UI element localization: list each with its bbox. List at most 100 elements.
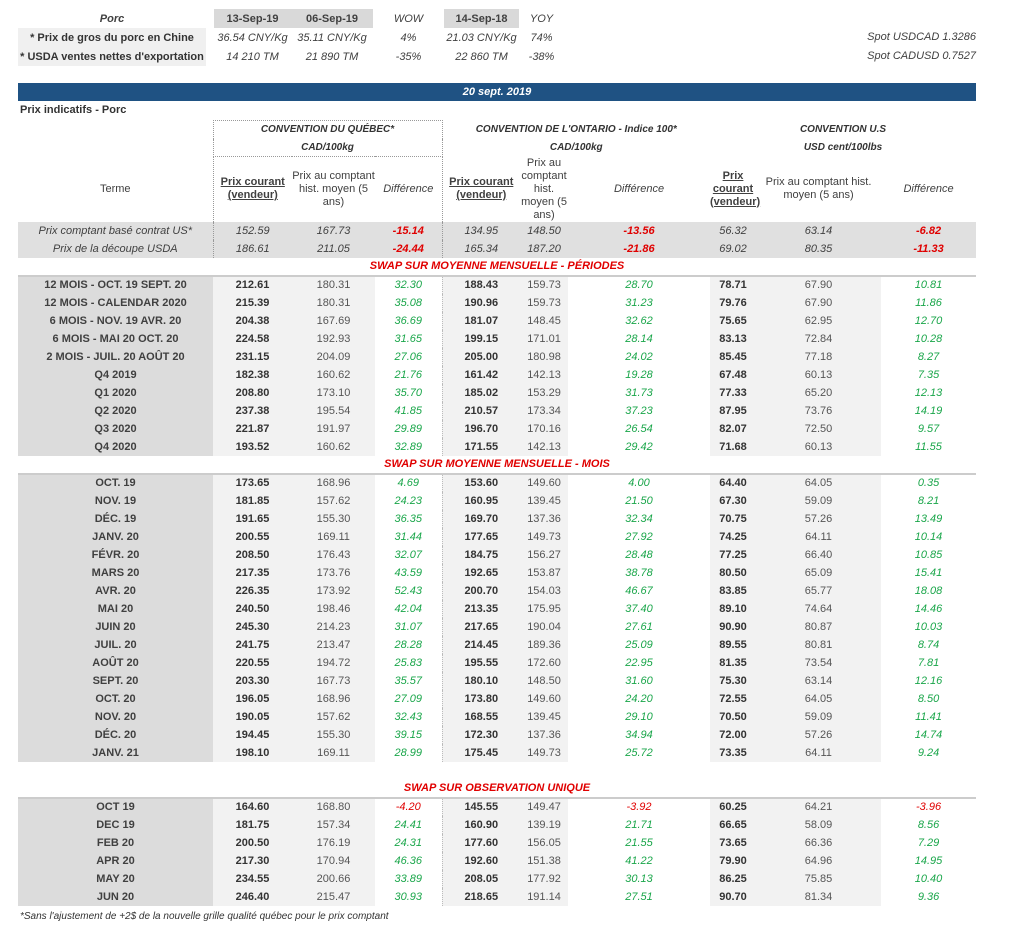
historical-price: 142.13 (520, 365, 569, 384)
historical-price: 67.90 (756, 275, 882, 294)
current-price: 191.65 (213, 509, 292, 528)
current-price: 66.65 (710, 815, 757, 834)
column-header-row: Terme Prix courant (vendeur) Prix au com… (18, 156, 976, 222)
current-price: 181.07 (442, 311, 521, 330)
summary-value: 22 860 TM (455, 50, 508, 63)
current-price: 199.15 (442, 329, 521, 348)
row-term: JUIN 20 (18, 617, 213, 636)
cell-value: 80.35 (756, 239, 882, 258)
spacer (18, 762, 976, 780)
difference: 8.21 (917, 494, 940, 507)
difference: 32.07 (375, 545, 443, 564)
table-row: 12 MOIS - CALENDAR 2020 215.39 180.31 35.08… (18, 293, 976, 312)
difference: 31.60 (625, 674, 653, 687)
difference: 35.08 (375, 293, 443, 312)
historical-price: 157.34 (292, 815, 375, 834)
historical-price: 148.50 (520, 671, 569, 690)
historical-price: 64.21 (756, 797, 882, 816)
historical-price: 64.11 (756, 527, 882, 546)
current-price: 74.25 (710, 527, 757, 546)
difference: 11.41 (915, 710, 942, 723)
current-price: 72.00 (710, 725, 757, 744)
table-row: 6 MOIS - NOV. 19 AVR. 20 204.38 167.69 36.6… (18, 311, 976, 330)
historical-price: 59.09 (756, 707, 882, 726)
historical-price: 169.11 (292, 527, 375, 546)
difference: 4.00 (628, 477, 650, 489)
convention-ontario-unit: CAD/100kg (549, 142, 603, 153)
section-title-row: SWAP SUR MOYENNE MENSUELLE - PÉRIODES (18, 257, 977, 277)
current-price: 80.50 (710, 563, 757, 582)
difference: 21.55 (625, 836, 653, 849)
summary-label: * USDA ventes nettes d'exportation (18, 47, 206, 66)
summary-header-wow: WOW (393, 12, 424, 25)
historical-price: 168.96 (292, 473, 375, 492)
summary-value: 36.54 CNY/Kg (217, 31, 288, 44)
difference: 32.34 (625, 512, 653, 525)
historical-price: 191.97 (292, 419, 375, 438)
difference: 7.29 (917, 836, 940, 849)
historical-price: 137.36 (520, 509, 569, 528)
cell-value: 63.14 (756, 221, 882, 240)
row-term: Q3 2020 (18, 419, 213, 438)
col-header-on-hist: Prix au comptant hist. moyen (5 ans) (521, 156, 567, 221)
historical-price: 176.43 (292, 545, 375, 564)
summary-value: -35% (395, 50, 422, 63)
current-price: 196.70 (442, 419, 521, 438)
historical-price: 167.73 (292, 671, 375, 690)
current-price: 83.85 (710, 581, 757, 600)
table-row: OCT 19 164.60 168.80 -4.20 145.55 149.47 -3.92… (18, 797, 976, 816)
current-price: 193.52 (213, 437, 292, 456)
current-price: 75.30 (710, 671, 757, 690)
current-price: 77.33 (710, 383, 757, 402)
historical-price: 200.66 (292, 869, 375, 888)
current-price: 226.35 (213, 581, 292, 600)
current-price: 196.05 (213, 689, 292, 708)
table-row: DÉC. 20 194.45 155.30 39.15 172.30 137.36 34.9… (18, 725, 976, 744)
current-price: 217.65 (442, 617, 521, 636)
summary-value: 21.03 CNY/Kg (446, 31, 517, 44)
col-header-qc-current: Prix courant (vendeur) (212, 156, 292, 222)
difference: 7.35 (917, 368, 940, 381)
historical-price: 170.16 (520, 419, 569, 438)
difference: 30.13 (625, 872, 653, 885)
historical-price: 62.95 (756, 311, 882, 330)
current-price: 220.55 (213, 653, 292, 672)
current-price: 185.02 (442, 383, 521, 402)
difference: 35.70 (375, 383, 443, 402)
historical-price: 72.50 (756, 419, 882, 438)
historical-price: 151.38 (520, 851, 569, 870)
table-row: OCT. 20 196.05 168.96 27.09 173.80 149.60 24.2… (18, 689, 976, 708)
current-price: 210.57 (442, 401, 521, 420)
historical-price: 66.36 (756, 833, 882, 852)
difference: 31.73 (625, 386, 653, 399)
row-term: NOV. 19 (18, 491, 213, 510)
historical-price: 149.73 (520, 743, 569, 762)
current-price: 89.55 (710, 635, 757, 654)
row-term: JUN 20 (18, 887, 213, 906)
difference: 14.95 (914, 854, 943, 867)
summary-value: 74% (530, 31, 553, 44)
row-term: APR 20 (18, 851, 213, 870)
cell-value: 211.05 (292, 239, 375, 258)
current-price: 70.75 (710, 509, 757, 528)
difference: 10.40 (914, 872, 943, 885)
difference: 4.69 (375, 473, 443, 492)
difference: 31.65 (375, 329, 443, 348)
difference: 11.86 (915, 296, 942, 309)
difference: 43.59 (375, 563, 443, 582)
historical-price: 64.11 (756, 743, 882, 762)
historical-price: 63.14 (756, 671, 882, 690)
row-term: AOÛT 20 (18, 653, 213, 672)
current-price: 231.15 (213, 347, 292, 366)
difference: 8.50 (917, 692, 940, 705)
summary-label: * Prix de gros du porc en Chine (18, 28, 206, 47)
cell-value: 134.95 (442, 221, 521, 240)
current-price: 175.45 (442, 743, 521, 762)
historical-price: 139.45 (520, 707, 569, 726)
historical-price: 75.85 (756, 869, 882, 888)
table-row: OCT. 19 173.65 168.96 4.69 153.60 149.60 4.00 6… (18, 473, 976, 492)
summary-value: 35.11 CNY/Kg (297, 31, 367, 44)
row-label: Prix de la découpe USDA (18, 239, 213, 258)
current-price: 213.35 (442, 599, 521, 618)
historical-price: 149.73 (520, 527, 569, 546)
